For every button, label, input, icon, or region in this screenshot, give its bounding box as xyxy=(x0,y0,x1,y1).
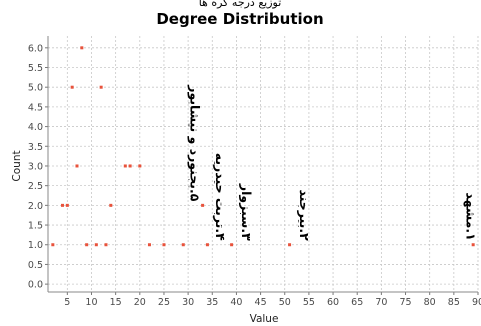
data-point xyxy=(205,243,209,247)
axes xyxy=(45,36,479,295)
y-tick-label: 1.5 xyxy=(28,221,43,232)
grid-lines xyxy=(48,36,479,292)
x-tick-label: 90 xyxy=(472,297,481,308)
data-point xyxy=(65,203,69,207)
annotation-label: ۳.سبزوار xyxy=(239,183,254,241)
data-point xyxy=(138,164,142,168)
x-tick-label: 35 xyxy=(206,297,218,308)
data-point xyxy=(51,243,55,247)
y-tick-label: 0.5 xyxy=(28,260,43,271)
y-tick-label: 1.0 xyxy=(28,240,43,251)
chart-title: Degree Distribution xyxy=(156,10,323,28)
data-point xyxy=(75,164,79,168)
y-tick-label: 6.0 xyxy=(28,43,43,54)
x-tick-label: 65 xyxy=(351,297,363,308)
tick-labels: 5 10 15 20 25 30 35 40 45 50 55 60 65 70 75 80 85 90 0.0 0.… xyxy=(28,43,481,308)
x-tick-label: 20 xyxy=(134,297,146,308)
data-point xyxy=(201,203,205,207)
data-point xyxy=(230,243,234,247)
annotations: ۵.بجنورد و نیشابور ۴.تربت حیدریه ۳.سبزوار ۲… xyxy=(188,84,479,241)
data-point xyxy=(288,243,292,247)
y-tick-label: 2.0 xyxy=(28,201,43,212)
x-tick-label: 40 xyxy=(230,297,242,308)
data-point xyxy=(123,164,127,168)
y-tick-label: 2.5 xyxy=(28,181,43,192)
y-tick-label: 0.0 xyxy=(28,280,43,291)
x-tick-label: 80 xyxy=(424,297,436,308)
data-point xyxy=(128,164,132,168)
x-tick-label: 25 xyxy=(158,297,170,308)
data-point xyxy=(109,203,113,207)
data-point xyxy=(80,46,84,50)
x-tick-label: 55 xyxy=(303,297,315,308)
x-tick-label: 15 xyxy=(110,297,122,308)
y-axis-label: Count xyxy=(11,150,23,181)
data-points xyxy=(51,46,475,247)
data-point xyxy=(85,243,89,247)
annotation-label: ۱.مشهد xyxy=(463,192,478,240)
x-tick-label: 30 xyxy=(182,297,194,308)
annotation-label: ۲.بیرجند xyxy=(297,189,312,241)
y-tick-label: 5.5 xyxy=(28,63,43,74)
y-tick-label: 3.5 xyxy=(28,142,43,153)
data-point xyxy=(162,243,166,247)
chart-subtitle: توزیع درجه گره ها xyxy=(199,0,282,9)
x-tick-label: 50 xyxy=(279,297,291,308)
x-tick-label: 5 xyxy=(64,297,70,308)
x-tick-label: 70 xyxy=(375,297,387,308)
data-point xyxy=(94,243,98,247)
y-tick-label: 3.0 xyxy=(28,161,43,172)
x-tick-label: 85 xyxy=(448,297,460,308)
data-point xyxy=(471,243,475,247)
data-point xyxy=(181,243,185,247)
data-point xyxy=(147,243,151,247)
x-tick-label: 60 xyxy=(327,297,339,308)
x-axis-label: Value xyxy=(250,313,279,325)
data-point xyxy=(60,203,64,207)
x-tick-label: 75 xyxy=(399,297,411,308)
data-point xyxy=(70,85,74,89)
plot-area xyxy=(48,36,478,292)
x-tick-label: 45 xyxy=(255,297,267,308)
data-point xyxy=(104,243,108,247)
annotation-label: ۴.تربت حیدریه xyxy=(213,153,228,241)
y-tick-label: 4.0 xyxy=(28,122,43,133)
annotation-label: ۵.بجنورد و نیشابور xyxy=(188,84,203,201)
x-tick-label: 10 xyxy=(85,297,97,308)
y-tick-label: 5.0 xyxy=(28,83,43,94)
data-point xyxy=(99,85,103,89)
y-tick-label: 4.5 xyxy=(28,102,43,113)
